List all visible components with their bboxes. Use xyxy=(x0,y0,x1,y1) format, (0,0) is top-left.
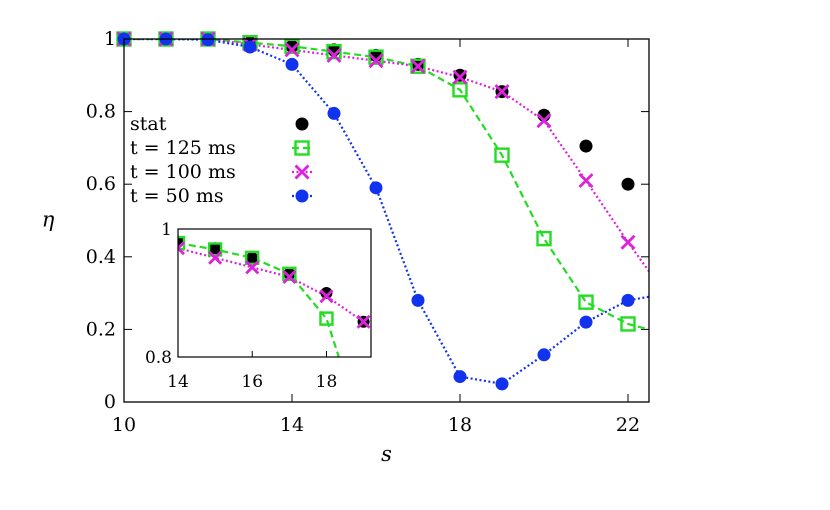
y-tick-label: 0 xyxy=(104,391,116,413)
data-point xyxy=(285,39,299,53)
y-tick-label: 0.8 xyxy=(86,101,116,123)
data-point xyxy=(578,173,594,189)
data-point xyxy=(284,38,300,54)
legend-entry-label: t = 100 ms xyxy=(130,161,236,183)
data-point xyxy=(201,33,215,47)
inset-data-point xyxy=(283,267,296,280)
data-point xyxy=(620,316,636,332)
y-tick-label: 0.4 xyxy=(86,246,116,268)
x-tick-label: 14 xyxy=(280,414,304,436)
data-point xyxy=(537,348,551,362)
plot-frame xyxy=(123,38,650,403)
data-point xyxy=(621,293,635,307)
inset-data-point xyxy=(178,241,185,256)
inset-data-point xyxy=(320,287,333,299)
inset-data-point xyxy=(282,266,297,281)
data-point xyxy=(410,58,426,74)
data-point xyxy=(494,84,510,100)
inset-plot: 14 16 18 0.8 1 xyxy=(145,220,372,440)
data-point xyxy=(327,106,341,120)
legend-entry-label: stat xyxy=(130,113,167,135)
data-point xyxy=(285,57,299,71)
legend-sample-marker xyxy=(294,140,310,156)
y-tick-label: 0.6 xyxy=(86,173,116,195)
inset-data-point xyxy=(245,250,260,266)
inset-y-tick-label: 0.8 xyxy=(145,348,172,368)
y-tick-label: 1 xyxy=(104,28,116,50)
y-axis-label: η xyxy=(42,208,55,232)
inset-data-point xyxy=(282,270,297,284)
data-point xyxy=(536,113,552,129)
data-point xyxy=(579,315,593,329)
legend-sample-marker xyxy=(294,164,310,180)
main-plot: 10 14 18 22 0 0.2 0.4 0.6 0.8 1 s η xyxy=(42,28,649,466)
data-point xyxy=(411,293,425,307)
legend-entry-label: t = 125 ms xyxy=(130,137,236,159)
inset-markers xyxy=(178,235,371,440)
inset-data-point xyxy=(209,242,222,255)
inset-data-point xyxy=(246,251,259,264)
inset-data-point xyxy=(319,289,334,304)
x-axis-label: s xyxy=(381,442,392,466)
x-tick-label: 18 xyxy=(448,414,472,436)
series-t-50-ms xyxy=(117,32,635,391)
data-point xyxy=(368,53,384,69)
data-point xyxy=(494,147,510,163)
legend-entry-label: t = 50 ms xyxy=(130,185,224,207)
data-point xyxy=(410,58,426,74)
x-tick-label: 22 xyxy=(616,414,640,436)
inset-data-point xyxy=(208,250,223,265)
legend-sample-marker xyxy=(295,189,309,203)
inset-y-tick-label: 1 xyxy=(161,220,172,240)
data-point xyxy=(536,230,552,247)
data-point xyxy=(578,294,594,310)
data-point xyxy=(368,49,384,65)
inset-x-tick-label: 18 xyxy=(316,372,338,392)
legend-sample-marker xyxy=(295,117,309,131)
inset-data-point xyxy=(319,311,334,326)
data-point xyxy=(620,234,636,250)
data-point xyxy=(453,370,467,384)
inset-data-point xyxy=(358,428,370,440)
data-point xyxy=(284,42,300,58)
inset-background xyxy=(178,229,371,357)
x-tick-label: 10 xyxy=(112,414,136,436)
inset-data-point xyxy=(245,260,260,275)
inset-series-t-100-ms xyxy=(178,241,371,329)
data-point xyxy=(495,377,509,391)
inset-x-tick-label: 16 xyxy=(241,372,263,392)
data-point xyxy=(326,44,342,60)
inset-data-point xyxy=(207,242,223,257)
data-point xyxy=(579,139,593,153)
data-point xyxy=(243,40,257,54)
data-point xyxy=(621,177,635,191)
y-tick-label: 0.2 xyxy=(86,318,116,340)
data-point xyxy=(369,181,383,195)
data-point xyxy=(326,47,342,63)
data-point xyxy=(452,69,468,85)
data-point xyxy=(452,82,468,98)
inset-data-point xyxy=(356,314,371,329)
inset-x-tick-label: 14 xyxy=(167,372,189,392)
inset-frame xyxy=(177,228,372,358)
